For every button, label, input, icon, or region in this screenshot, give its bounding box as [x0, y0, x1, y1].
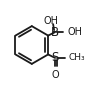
Text: S: S [51, 51, 59, 64]
Text: OH: OH [44, 16, 59, 26]
Text: CH₃: CH₃ [68, 53, 85, 62]
Text: B: B [51, 26, 59, 39]
Text: OH: OH [67, 27, 82, 37]
Text: O: O [51, 70, 59, 80]
